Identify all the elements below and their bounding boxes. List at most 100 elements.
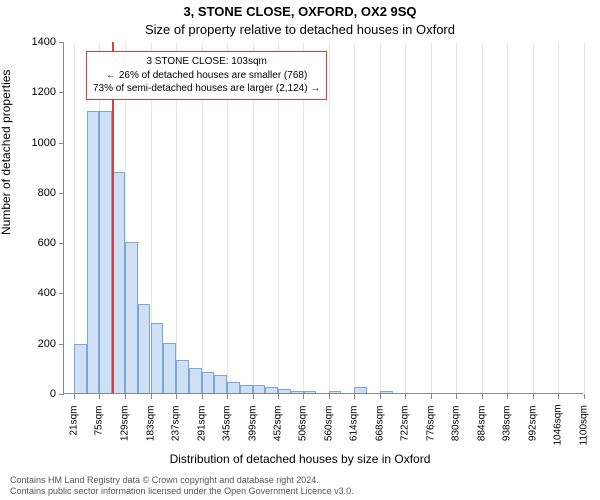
gridline-v bbox=[329, 42, 330, 393]
xtick-mark bbox=[405, 394, 406, 399]
ytick-label: 400 bbox=[38, 287, 56, 299]
histogram-bar bbox=[253, 385, 266, 393]
gridline-v bbox=[431, 42, 432, 393]
ytick-label: 1000 bbox=[32, 137, 56, 149]
xtick-mark bbox=[303, 394, 304, 399]
annotation-line: 73% of semi-detached houses are larger (… bbox=[93, 82, 320, 96]
histogram-bar bbox=[329, 391, 342, 393]
xtick-mark bbox=[151, 394, 152, 399]
xtick-mark bbox=[329, 394, 330, 399]
y-axis-label: Number of detached properties bbox=[0, 70, 13, 235]
histogram-bar bbox=[176, 360, 189, 393]
chart-wrap: 3, STONE CLOSE, OXFORD, OX2 9SQ Size of … bbox=[0, 0, 600, 500]
xtick-mark bbox=[74, 394, 75, 399]
ytick-mark bbox=[59, 92, 64, 93]
ytick-mark bbox=[59, 243, 64, 244]
xtick-label: 722sqm bbox=[400, 406, 411, 446]
histogram-bar bbox=[138, 304, 151, 393]
xtick-label: 1100sqm bbox=[579, 406, 590, 446]
histogram-bar bbox=[291, 391, 304, 394]
gridline-v bbox=[507, 42, 508, 393]
xtick-label: 668sqm bbox=[374, 406, 385, 446]
histogram-bar bbox=[214, 375, 227, 393]
xtick-label: 614sqm bbox=[349, 406, 360, 446]
gridline-v bbox=[456, 42, 457, 393]
xtick-label: 237sqm bbox=[171, 406, 182, 446]
xtick-mark bbox=[202, 394, 203, 399]
xtick-label: 992sqm bbox=[527, 406, 538, 446]
histogram-bar bbox=[380, 391, 393, 393]
ytick-mark bbox=[59, 293, 64, 294]
ytick-mark bbox=[59, 394, 64, 395]
histogram-bar bbox=[278, 389, 291, 393]
xtick-mark bbox=[507, 394, 508, 399]
histogram-bar bbox=[227, 382, 240, 393]
ytick-mark bbox=[59, 143, 64, 144]
xtick-label: 129sqm bbox=[119, 406, 130, 446]
annotation-box: 3 STONE CLOSE: 103sqm← 26% of detached h… bbox=[86, 51, 327, 100]
xtick-label: 506sqm bbox=[298, 406, 309, 446]
histogram-bar bbox=[112, 172, 125, 393]
xtick-mark bbox=[456, 394, 457, 399]
xtick-mark bbox=[278, 394, 279, 399]
xtick-mark bbox=[558, 394, 559, 399]
histogram-bar bbox=[265, 387, 278, 393]
ytick-label: 600 bbox=[38, 237, 56, 249]
xtick-label: 1046sqm bbox=[553, 406, 564, 446]
xtick-label: 183sqm bbox=[145, 406, 156, 446]
ytick-mark bbox=[59, 42, 64, 43]
annotation-line: ← 26% of detached houses are smaller (76… bbox=[93, 69, 320, 83]
xtick-mark bbox=[176, 394, 177, 399]
chart-title-line1: 3, STONE CLOSE, OXFORD, OX2 9SQ bbox=[0, 4, 600, 19]
histogram-bar bbox=[99, 111, 112, 393]
histogram-bar bbox=[74, 344, 87, 393]
gridline-v bbox=[74, 42, 75, 393]
xtick-mark bbox=[431, 394, 432, 399]
gridline-v bbox=[405, 42, 406, 393]
xtick-label: 21sqm bbox=[68, 406, 79, 446]
histogram-bar bbox=[189, 368, 202, 393]
xtick-label: 345sqm bbox=[222, 406, 233, 446]
ytick-label: 800 bbox=[38, 187, 56, 199]
xtick-mark bbox=[584, 394, 585, 399]
plot-area: 21sqm75sqm129sqm183sqm237sqm291sqm345sqm… bbox=[63, 42, 583, 394]
ytick-label: 1400 bbox=[32, 36, 56, 48]
histogram-bar bbox=[354, 387, 367, 393]
footer-line: Contains HM Land Registry data © Crown c… bbox=[10, 475, 354, 487]
gridline-v bbox=[354, 42, 355, 393]
xtick-mark bbox=[533, 394, 534, 399]
xtick-label: 291sqm bbox=[196, 406, 207, 446]
histogram-bar bbox=[87, 111, 100, 393]
gridline-v bbox=[482, 42, 483, 393]
histogram-bar bbox=[202, 372, 215, 393]
xtick-label: 884sqm bbox=[476, 406, 487, 446]
ytick-label: 0 bbox=[50, 388, 56, 400]
histogram-bar bbox=[125, 242, 138, 393]
xtick-label: 399sqm bbox=[247, 406, 258, 446]
footer-attribution: Contains HM Land Registry data © Crown c… bbox=[10, 475, 354, 498]
ytick-label: 200 bbox=[38, 338, 56, 350]
xtick-mark bbox=[99, 394, 100, 399]
x-axis-label: Distribution of detached houses by size … bbox=[0, 452, 600, 466]
histogram-bar bbox=[304, 391, 317, 394]
histogram-bar bbox=[163, 343, 176, 393]
gridline-v bbox=[558, 42, 559, 393]
histogram-bar bbox=[240, 385, 253, 393]
xtick-label: 830sqm bbox=[451, 406, 462, 446]
xtick-mark bbox=[380, 394, 381, 399]
ytick-mark bbox=[59, 344, 64, 345]
xtick-label: 776sqm bbox=[425, 406, 436, 446]
xtick-label: 938sqm bbox=[502, 406, 513, 446]
histogram-bar bbox=[151, 323, 164, 393]
gridline-v bbox=[533, 42, 534, 393]
xtick-mark bbox=[125, 394, 126, 399]
xtick-label: 75sqm bbox=[94, 406, 105, 446]
ytick-label: 1200 bbox=[32, 86, 56, 98]
footer-line: Contains public sector information licen… bbox=[10, 486, 354, 498]
gridline-v bbox=[584, 42, 585, 393]
xtick-mark bbox=[227, 394, 228, 399]
xtick-label: 452sqm bbox=[272, 406, 283, 446]
annotation-line: 3 STONE CLOSE: 103sqm bbox=[93, 55, 320, 69]
xtick-mark bbox=[354, 394, 355, 399]
gridline-v bbox=[380, 42, 381, 393]
